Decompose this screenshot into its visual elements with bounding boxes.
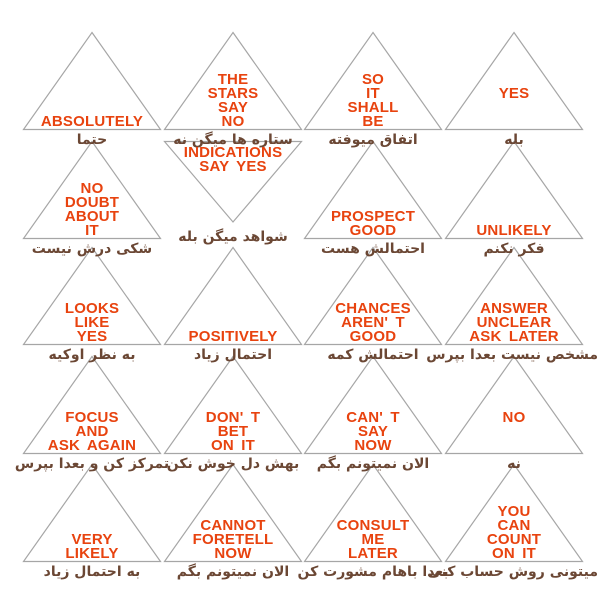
answer-english-text: POSITIVELY xyxy=(188,328,278,345)
triangle-card: UNLIKELY فکر نکنم xyxy=(444,140,584,264)
triangle-outline xyxy=(22,463,162,563)
answer-english-text: FOCUS AND ASK AGAIN xyxy=(47,409,137,454)
triangle-outline xyxy=(22,246,162,346)
triangle-card: CAN' T SAY NOW الان نمیتونم بگم xyxy=(303,355,443,479)
answer-english-text: THE STARS SAY NO xyxy=(207,71,259,130)
triangle-card: NO نه xyxy=(444,355,584,479)
triangle-outline xyxy=(303,355,443,455)
answer-english-text: SO IT SHALL BE xyxy=(347,71,399,130)
triangle-outline xyxy=(444,140,584,240)
triangle-outline xyxy=(163,355,303,455)
answer-persian-text: الان نمیتونم بگم xyxy=(176,564,290,580)
triangle-card: CANNOT FORETELL NOW الان نمیتونم بگم xyxy=(163,463,303,587)
triangle-card: ANSWER UNCLEAR ASK LATER مشخص نیست بعدا … xyxy=(426,246,598,370)
triangle-card: YOU CAN COUNT ON IT میتونی روش حساب کنی xyxy=(427,463,598,587)
answer-english-text: ABSOLUTELY xyxy=(40,113,144,130)
triangle-card: POSITIVELY احتمال زیاد xyxy=(163,246,303,370)
answer-english-text: VERY LIKELY xyxy=(65,531,119,562)
answer-english-text: CHANCES AREN' T GOOD xyxy=(335,300,411,345)
answer-english-text: PROSPECT GOOD xyxy=(330,208,416,239)
answer-persian-text: مشخص نیست بعدا بپرس xyxy=(426,347,598,363)
triangle-outline xyxy=(163,31,303,131)
answer-persian-text: ستاره ها میگن نه xyxy=(173,132,293,148)
answer-english-text: CANNOT FORETELL NOW xyxy=(192,517,274,562)
answer-persian-text: بله xyxy=(504,132,524,148)
triangle-card: NO DOUBT ABOUT IT شکی درش نیست xyxy=(22,140,162,264)
answer-english-text: ANSWER UNCLEAR ASK LATER xyxy=(469,300,559,345)
triangle-outline xyxy=(444,463,584,563)
triangle-outline xyxy=(303,31,443,131)
answer-english-text: YOU CAN COUNT ON IT xyxy=(486,503,542,562)
triangle-outline xyxy=(444,246,584,346)
answer-persian-text: شکی درش نیست xyxy=(31,241,153,257)
answer-persian-text: تمرکز کن و بعدا بپرس xyxy=(14,456,170,472)
triangle-outline xyxy=(303,463,443,563)
answer-english-text: LOOKS LIKE YES xyxy=(64,300,120,345)
triangle-card-inverted: INDICATIONS SAY YES شواهد میگن بله xyxy=(163,140,303,264)
answer-persian-text: بعدا باهام مشورت کن xyxy=(297,564,449,580)
answer-persian-text: احتمال زیاد xyxy=(193,347,273,363)
answer-english-text: CONSULT ME LATER xyxy=(336,517,410,562)
answer-persian-text: میتونی روش حساب کنی xyxy=(427,564,598,580)
triangle-outline xyxy=(22,355,162,455)
triangle-outline xyxy=(444,355,584,455)
answer-persian-text: حتما xyxy=(76,132,108,148)
triangle-card: DON' T BET ON IT بهش دل خوش نکن xyxy=(163,355,303,479)
answer-english-text: YES xyxy=(498,85,530,102)
answer-persian-text: فکر نکنم xyxy=(483,241,545,257)
inverted-triangle-outline xyxy=(163,140,303,223)
answer-english-text: DON' T BET ON IT xyxy=(205,409,261,454)
answer-persian-text: به نظر اوکیه xyxy=(48,347,136,363)
triangle-card: VERY LIKELY به احتمال زیاد xyxy=(22,463,162,587)
answer-persian-text: نه xyxy=(507,456,521,472)
answer-persian-text: الان نمیتونم بگم xyxy=(316,456,430,472)
answer-english-text: CAN' T SAY NOW xyxy=(346,409,400,454)
triangle-card: ABSOLUTELY حتما xyxy=(22,31,162,155)
answer-persian-text: احتمالش کمه xyxy=(327,347,419,363)
triangle-outline xyxy=(303,246,443,346)
triangle-card: SO IT SHALL BE اتفاق میوفته xyxy=(303,31,443,155)
answer-persian-text: شواهد میگن بله xyxy=(178,229,288,245)
triangle-card: FOCUS AND ASK AGAIN تمرکز کن و بعدا بپرس xyxy=(15,355,169,479)
answer-english-text: INDICATIONS SAY YES xyxy=(183,144,283,175)
triangle-card: PROSPECT GOOD احتمالش هست xyxy=(303,140,443,264)
triangle-card: LOOKS LIKE YES به نظر اوکیه xyxy=(22,246,162,370)
answer-english-text: UNLIKELY xyxy=(476,222,552,239)
answer-english-text: NO xyxy=(502,409,526,426)
triangle-outline xyxy=(163,463,303,563)
triangle-card: YES بله xyxy=(444,31,584,155)
answer-persian-text: اتفاق میوفته xyxy=(328,132,418,148)
triangle-card: CONSULT ME LATER بعدا باهام مشورت کن xyxy=(298,463,448,587)
triangle-outline xyxy=(22,31,162,131)
answer-persian-text: به احتمال زیاد xyxy=(43,564,141,580)
triangle-outline xyxy=(303,140,443,240)
triangle-card: THE STARS SAY NO ستاره ها میگن نه xyxy=(163,31,303,155)
answer-persian-text: بهش دل خوش نکن xyxy=(166,456,300,472)
triangle-outline xyxy=(22,140,162,240)
triangle-outline xyxy=(444,31,584,131)
answer-persian-text: احتمالش هست xyxy=(321,241,425,257)
triangle-card: CHANCES AREN' T GOOD احتمالش کمه xyxy=(303,246,443,370)
answer-english-text: NO DOUBT ABOUT IT xyxy=(64,180,120,239)
triangle-outline xyxy=(163,246,303,346)
